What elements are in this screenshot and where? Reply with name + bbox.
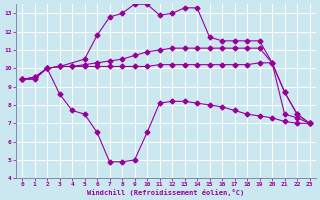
X-axis label: Windchill (Refroidissement éolien,°C): Windchill (Refroidissement éolien,°C) xyxy=(87,189,244,196)
